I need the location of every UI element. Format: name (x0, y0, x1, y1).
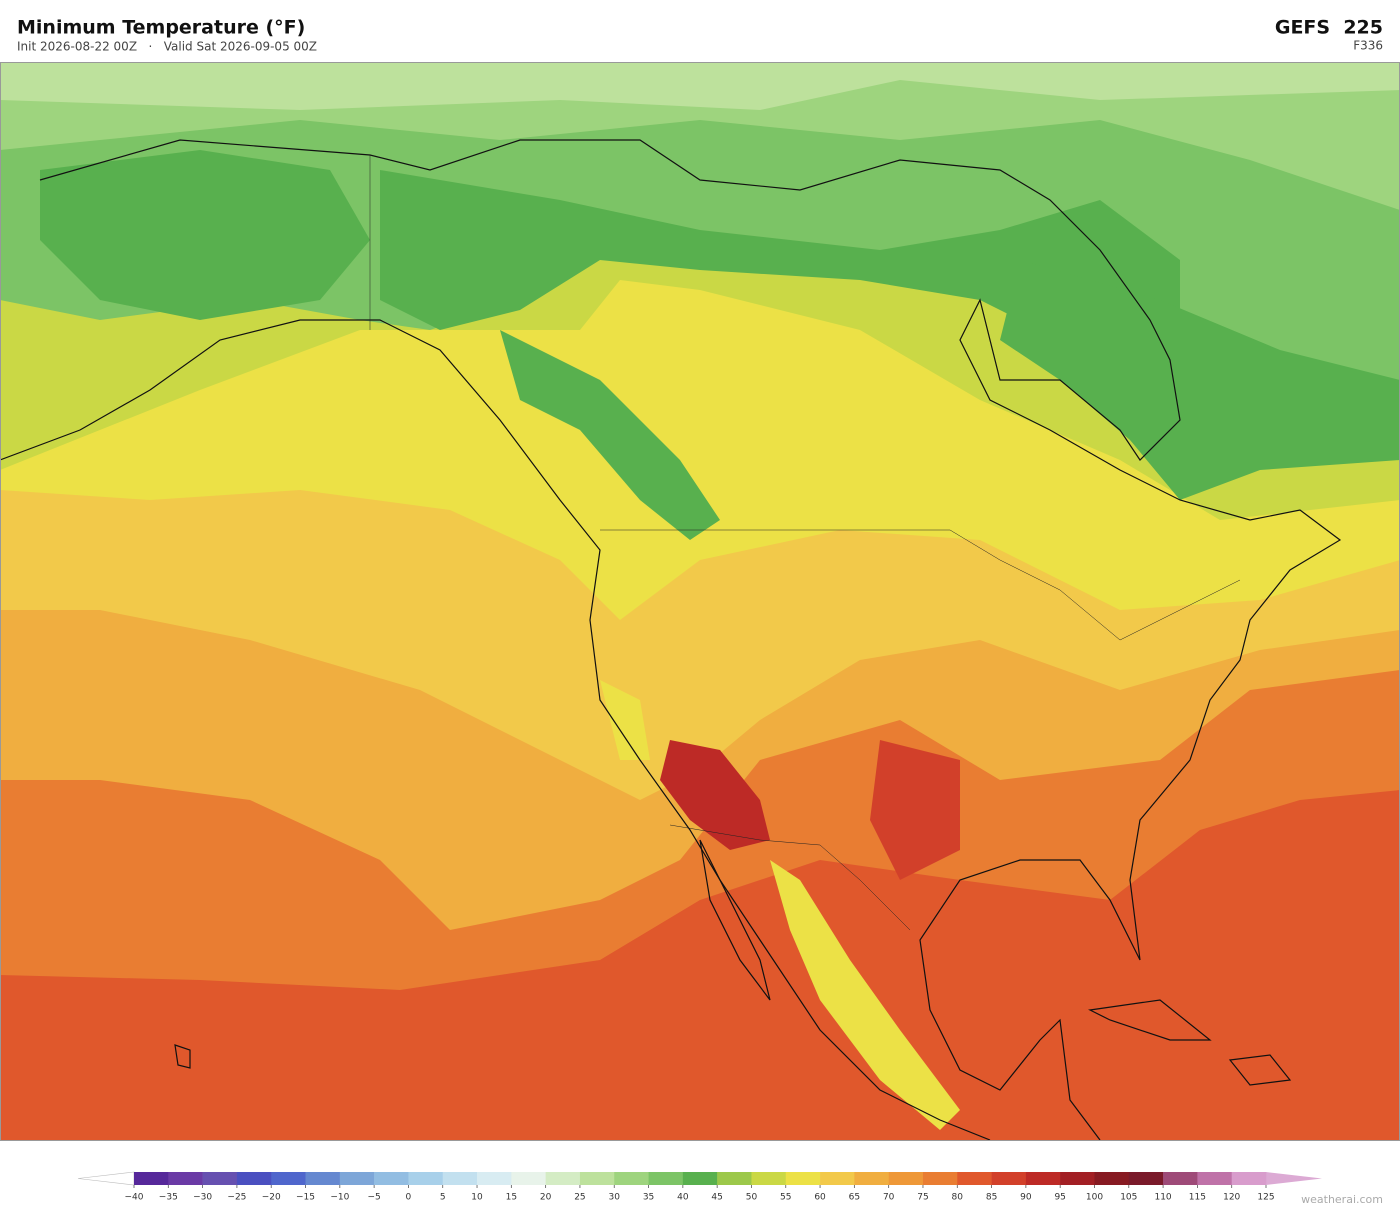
colorbar-tick-label: −25 (227, 1193, 246, 1203)
field-band (870, 740, 960, 880)
colorbar-swatch (1128, 1172, 1164, 1185)
colorbar-tick-label: 20 (540, 1193, 552, 1203)
colorbar-swatch (1025, 1172, 1061, 1185)
colorbar-swatch (785, 1172, 821, 1185)
colorbar-tick-label: 110 (1154, 1193, 1171, 1203)
colorbar-tick-label: 5 (440, 1193, 446, 1203)
colorbar-swatch (374, 1172, 409, 1185)
colorbar-tick-label: −5 (367, 1193, 380, 1203)
colorbar-swatch (1094, 1172, 1130, 1185)
colorbar-swatch (854, 1172, 889, 1185)
colorbar-swatch (202, 1172, 238, 1185)
colorbar-swatch (545, 1172, 581, 1185)
forecast-hour: F336 (1353, 39, 1383, 53)
colorbar-under (77, 1171, 135, 1186)
colorbar-swatch (305, 1172, 341, 1185)
map-subtitle: Init 2026-08-22 00Z · Valid Sat 2026-09-… (17, 40, 317, 54)
credit: weatherai.com (1301, 1193, 1383, 1206)
colorbar-tick-label: −15 (296, 1193, 315, 1203)
colorbar-tick-label: 55 (780, 1193, 791, 1203)
colorbar-tick-label: −20 (262, 1193, 281, 1203)
colorbar-swatch (168, 1172, 203, 1185)
colorbar-tick-label: 80 (952, 1193, 964, 1203)
colorbar-tick-label: 60 (814, 1193, 826, 1203)
borders (369, 155, 1241, 931)
field-band (380, 170, 1180, 360)
colorbar-tick-label: −10 (330, 1193, 349, 1203)
colorbar-swatch (1197, 1172, 1232, 1185)
field-band (600, 680, 650, 760)
colorbar-swatch (134, 1172, 169, 1185)
colorbar-swatch (442, 1172, 478, 1185)
colorbar-swatch (717, 1172, 752, 1185)
colorbar-swatch (820, 1172, 855, 1185)
colorbar-tick-label: 10 (471, 1193, 483, 1203)
colorbar-swatch (1060, 1172, 1095, 1185)
colorbar-tick-label: 125 (1257, 1193, 1274, 1203)
colorbar-tick-label: 100 (1086, 1193, 1103, 1203)
colorbar-tick-label: 45 (711, 1193, 722, 1203)
colorbar-tick-label: −35 (159, 1193, 178, 1203)
colorbar-swatch (579, 1172, 615, 1185)
colorbar-swatch (751, 1172, 787, 1185)
colorbar-tick-label: 30 (609, 1193, 621, 1203)
field-band (660, 740, 770, 850)
colorbar-swatch (339, 1172, 375, 1185)
colorbar-tick-label: 15 (506, 1193, 517, 1203)
map-title: Minimum Temperature (°F) (17, 17, 305, 39)
colorbar-swatch (648, 1172, 684, 1185)
colorbar-tick-label: −40 (125, 1193, 144, 1203)
colorbar-swatch (1163, 1172, 1198, 1185)
model-label: GEFS 225 (1275, 17, 1383, 39)
colorbar-swatch (682, 1172, 718, 1185)
colorbar-tick-label: 85 (986, 1193, 997, 1203)
colorbar-swatch (888, 1172, 924, 1185)
colorbar-tick-label: 35 (643, 1193, 654, 1203)
field-band (770, 860, 960, 1130)
colorbar-tick-label: 65 (849, 1193, 860, 1203)
colorbar-swatch (1231, 1172, 1267, 1185)
colorbar-swatch (408, 1172, 444, 1185)
colorbar-tick-label: 75 (917, 1193, 928, 1203)
colorbar-swatch (614, 1172, 649, 1185)
field-band (0, 62, 1400, 110)
colorbar-tick-label: 70 (883, 1193, 895, 1203)
colorbar-tick-label: 25 (574, 1193, 585, 1203)
coastline (0, 139, 1342, 1140)
colorbar-tick-label: 95 (1054, 1193, 1065, 1203)
colorbar-tick-label: 40 (677, 1193, 689, 1203)
field-band (1000, 260, 1400, 500)
colorbar: −40 −35 −30 −25 −20 −15 −10 −5 0 5 10 15 20 25 30 35 40 4… (77, 1171, 1322, 1203)
colorbar-swatch (477, 1172, 512, 1185)
colorbar-swatch (236, 1172, 272, 1185)
colorbar-tick-label: −30 (193, 1193, 212, 1203)
field-band (40, 150, 370, 320)
colorbar-swatch (511, 1172, 546, 1185)
colorbar-swatch (957, 1172, 992, 1185)
colorbar-tick-label: 90 (1020, 1193, 1032, 1203)
colorbar-tick-label: 120 (1223, 1193, 1240, 1203)
colorbar-tick-label: 105 (1120, 1193, 1137, 1203)
colorbar-tick-label: 115 (1189, 1193, 1206, 1203)
colorbar-tick-label: 50 (746, 1193, 758, 1203)
colorbar-tick-label: 0 (406, 1193, 412, 1203)
colorbar-swatch (922, 1172, 958, 1185)
colorbar-swatch (271, 1172, 306, 1185)
colorbar-swatch (991, 1172, 1027, 1185)
colorbar-over (1266, 1172, 1322, 1185)
field-band (500, 330, 720, 540)
map (0, 62, 1400, 1141)
